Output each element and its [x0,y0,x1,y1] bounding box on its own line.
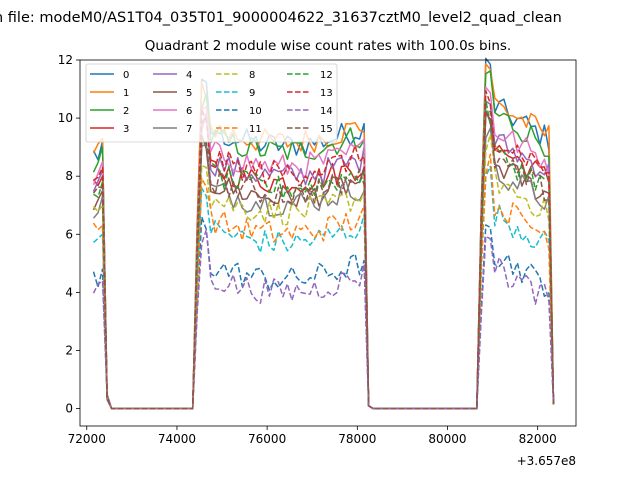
plot-frame [79,59,577,427]
legend-label-5: 5 [186,88,192,99]
x-tick-label: 74000 [158,432,196,446]
y-tick-label: 4 [65,285,73,299]
y-tick-label: 0 [65,402,73,416]
legend-label-10: 10 [249,106,262,117]
legend-label-14: 14 [320,106,333,117]
legend-label-4: 4 [186,70,192,81]
series-line-15 [92,110,555,410]
legend-label-9: 9 [249,88,255,99]
legend-label-7: 7 [186,124,192,135]
legend-label-6: 6 [186,106,192,117]
legend-label-8: 8 [249,70,255,81]
figure-suptitle: n file: modeM0/AS1T04_035T01_9000004622_… [0,10,562,26]
series-layer [92,57,555,410]
y-tick-label: 12 [58,53,73,67]
x-tick-label: 82000 [519,432,557,446]
y-tick-label: 10 [58,111,73,125]
x-tick-label: 78000 [338,432,376,446]
legend-label-1: 1 [123,88,129,99]
x-offset-label: +3.657e8 [517,454,576,468]
y-tick-label: 2 [65,343,73,357]
x-tick-label: 80000 [428,432,466,446]
x-axis: 72000 74000 76000 78000 80000 82000 [68,426,557,446]
legend-label-15: 15 [320,124,333,135]
chart-title: Quadrant 2 module wise count rates with … [145,38,511,54]
legend-label-11: 11 [249,124,262,135]
legend-label-13: 13 [320,88,333,99]
y-tick-label: 6 [65,227,73,241]
legend-label-0: 0 [123,70,129,81]
x-tick-label: 72000 [68,432,106,446]
x-tick-label: 76000 [248,432,286,446]
legend-label-2: 2 [123,106,129,117]
y-tick-label: 8 [65,169,73,183]
legend-label-12: 12 [320,70,333,81]
y-axis: 0 2 4 6 8 10 12 [58,53,80,416]
legend-frame [85,63,338,143]
legend-label-3: 3 [123,124,129,135]
